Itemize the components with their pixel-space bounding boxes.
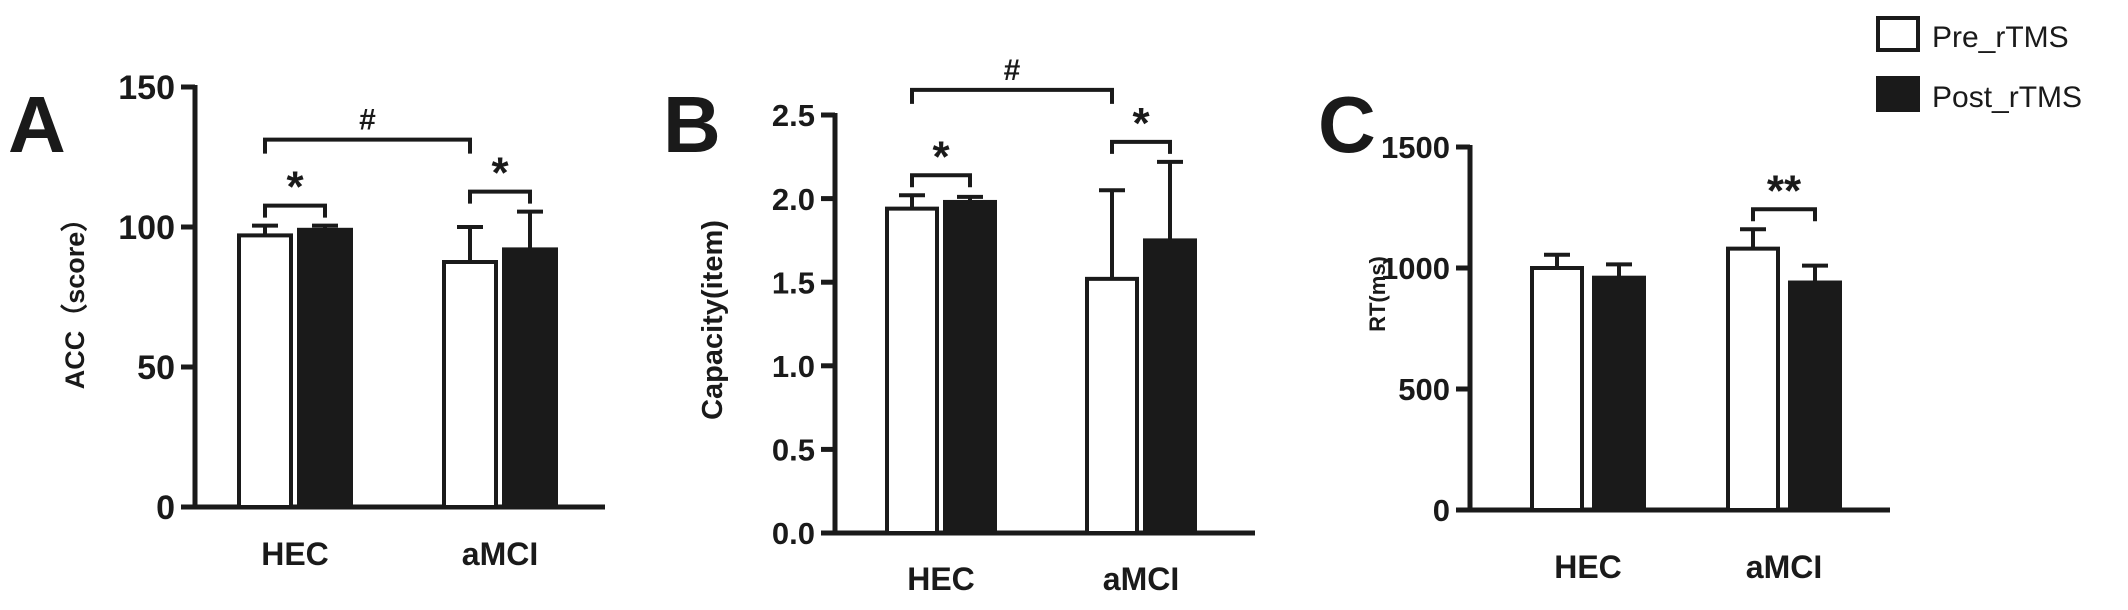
y-tick-label: 1.0 xyxy=(772,349,815,384)
bar xyxy=(943,199,997,535)
group-significance-marker: # xyxy=(359,104,376,137)
panel-label: C xyxy=(1318,80,1376,169)
significance-bracket xyxy=(910,173,972,188)
significance-marker: * xyxy=(286,163,304,212)
significance-bracket xyxy=(1110,139,1172,154)
y-tick-label: 50 xyxy=(137,349,175,387)
legend-label: Pre_rTMS xyxy=(1932,21,2069,54)
bar xyxy=(442,260,498,509)
panel-b: B 0.0 0.5 1.0 1.5 2.0 2.5 Capacity(item) HEC aMCI… xyxy=(663,54,1255,597)
y-tick-label: 1000 xyxy=(1381,251,1450,286)
panel-c: C 0 500 1000 1500 RT(ms) HEC aMCI ** xyxy=(1318,80,1890,585)
y-tick-label: 100 xyxy=(118,209,175,247)
y-tick-label: 1500 xyxy=(1381,130,1450,165)
category-label: HEC xyxy=(907,561,975,597)
panel-label: B xyxy=(663,80,721,169)
significance-bracket xyxy=(468,189,532,204)
y-tick-label: 1.5 xyxy=(772,265,815,300)
group-bracket xyxy=(263,137,472,154)
legend-label: Post_rTMS xyxy=(1932,81,2082,114)
group-bracket xyxy=(910,87,1114,104)
significance-marker: * xyxy=(1132,99,1150,148)
category-label: aMCI xyxy=(462,536,538,572)
category-label: HEC xyxy=(261,536,329,572)
bar xyxy=(1592,275,1646,512)
legend-swatch xyxy=(1876,76,1920,112)
y-tick-label: 2.0 xyxy=(772,182,815,217)
bar xyxy=(885,206,939,536)
bar xyxy=(502,247,558,509)
bar xyxy=(1143,238,1197,535)
significance-bracket xyxy=(263,203,327,218)
significance-bracket xyxy=(1751,207,1817,222)
y-tick-label: 0.0 xyxy=(772,516,815,551)
y-axis-label: Capacity(item) xyxy=(697,220,729,420)
group-significance-marker: # xyxy=(1004,54,1021,87)
y-tick-label: 0 xyxy=(1433,493,1450,528)
significance-marker: * xyxy=(491,149,509,198)
category-label: HEC xyxy=(1554,549,1622,585)
bar xyxy=(297,227,353,510)
bar xyxy=(1726,246,1780,512)
category-label: aMCI xyxy=(1103,561,1179,597)
bar xyxy=(237,233,293,509)
legend-swatch xyxy=(1876,16,1920,52)
panel-label: A xyxy=(8,80,66,169)
category-label: aMCI xyxy=(1746,549,1822,585)
significance-marker: * xyxy=(932,132,950,181)
bar xyxy=(1085,276,1139,535)
y-tick-label: 2.5 xyxy=(772,98,815,133)
bar xyxy=(1788,280,1842,512)
y-axis-label: RT(ms) xyxy=(1365,256,1390,332)
bar xyxy=(1530,266,1584,512)
panel-a: A 0 50 100 150 ACC（score） HEC aMCI * * # xyxy=(8,69,605,572)
y-tick-label: 500 xyxy=(1398,372,1450,407)
legend: Pre_rTMS Post_rTMS xyxy=(1876,16,2082,114)
significance-marker: ** xyxy=(1767,166,1802,215)
y-axis-label: ACC（score） xyxy=(60,205,90,390)
y-tick-label: 150 xyxy=(118,69,175,107)
y-tick-label: 0 xyxy=(156,489,175,527)
y-tick-label: 0.5 xyxy=(772,433,815,468)
